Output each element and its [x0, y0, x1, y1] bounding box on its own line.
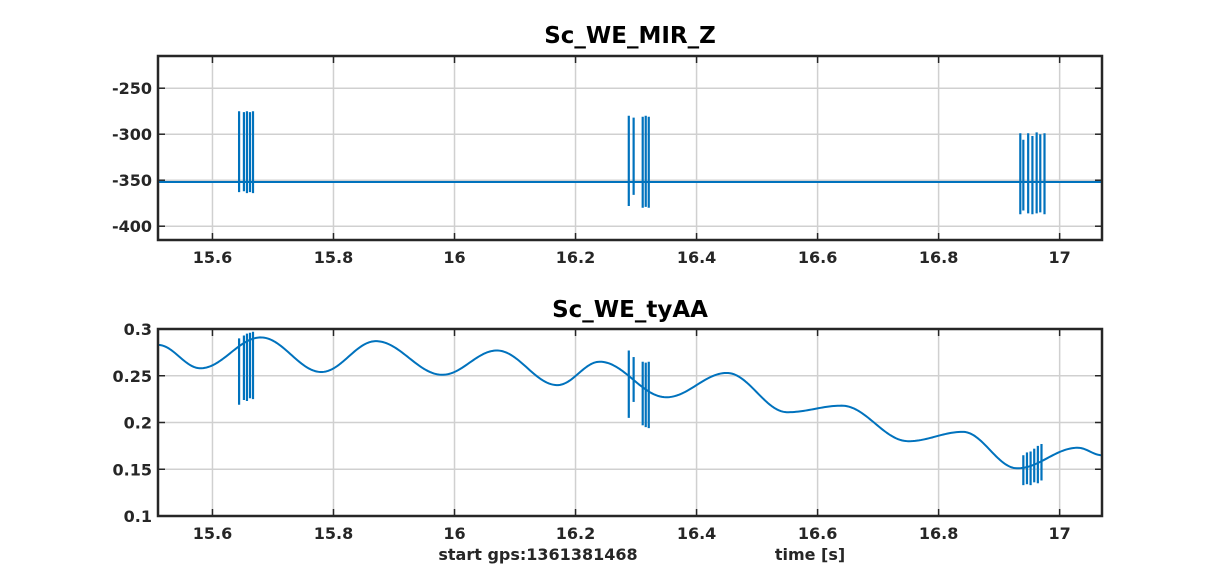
top-chart-ytick-label: -300 [112, 125, 152, 144]
bottom-chart-ytick-label: 0.15 [113, 460, 152, 479]
bottom-chart-xtick-label: 15.8 [314, 524, 353, 543]
top-chart-ticks: 15.6 15.8 16 16.2 16.4 16.6 16.8 17 -250 -300 -350… [112, 56, 1102, 267]
top-chart-title: Sc_WE_MIR_Z [544, 23, 716, 49]
top-chart-series-group [158, 111, 1102, 215]
bottom-chart-title: Sc_WE_tyAA [552, 297, 708, 323]
top-chart-ytick-label: -350 [112, 171, 152, 190]
bottom-chart-plot-area [158, 331, 1102, 486]
bottom-chart-xtick-label: 16 [443, 524, 465, 543]
top-chart-xtick-label: 15.6 [193, 248, 232, 267]
top-chart-xtick-label: 15.8 [314, 248, 353, 267]
bottom-chart-xtick-label: 16.2 [556, 524, 595, 543]
top-chart-xtick-label: 16 [443, 248, 465, 267]
top-chart: Sc_WE_MIR_Z 15.6 15.8 16 16.2 16.4 16.6 16.8 17… [112, 23, 1104, 267]
bottom-chart: Sc_WE_tyAA 15.6 15.8 16 16.2 16.4 16.6 16.8 17 0… [113, 297, 1104, 543]
top-chart-xtick-label: 16.8 [919, 248, 958, 267]
x-axis-label: time [s] [775, 545, 845, 564]
top-chart-plot-area [158, 111, 1102, 215]
bottom-chart-ytick-label: 0.25 [113, 367, 152, 386]
top-chart-ytick-label: -250 [112, 79, 152, 98]
top-chart-xtick-label: 17 [1049, 248, 1071, 267]
bottom-chart-ytick-label: 0.2 [124, 414, 152, 433]
top-chart-xtick-label: 16.2 [556, 248, 595, 267]
bottom-chart-xtick-label: 16.6 [798, 524, 837, 543]
bottom-chart-xtick-label: 17 [1049, 524, 1071, 543]
top-chart-ytick-label: -400 [112, 217, 152, 236]
bottom-chart-series-line [158, 336, 1102, 470]
bottom-chart-series-group [158, 331, 1102, 486]
start-gps-label: start gps:1361381468 [438, 545, 637, 564]
top-chart-xtick-label: 16.6 [798, 248, 837, 267]
bottom-chart-ytick-label: 0.3 [124, 320, 152, 339]
bottom-chart-ytick-label: 0.1 [124, 507, 152, 526]
bottom-chart-xtick-label: 16.8 [919, 524, 958, 543]
top-chart-xtick-label: 16.4 [677, 248, 716, 267]
top-chart-frame [156, 54, 1104, 242]
bottom-chart-ticks: 15.6 15.8 16 16.2 16.4 16.6 16.8 17 0.3 0.25 0.2 0.… [113, 320, 1102, 543]
bottom-chart-xtick-label: 16.4 [677, 524, 716, 543]
top-chart-grid [158, 56, 1102, 240]
bottom-chart-xtick-label: 15.6 [193, 524, 232, 543]
